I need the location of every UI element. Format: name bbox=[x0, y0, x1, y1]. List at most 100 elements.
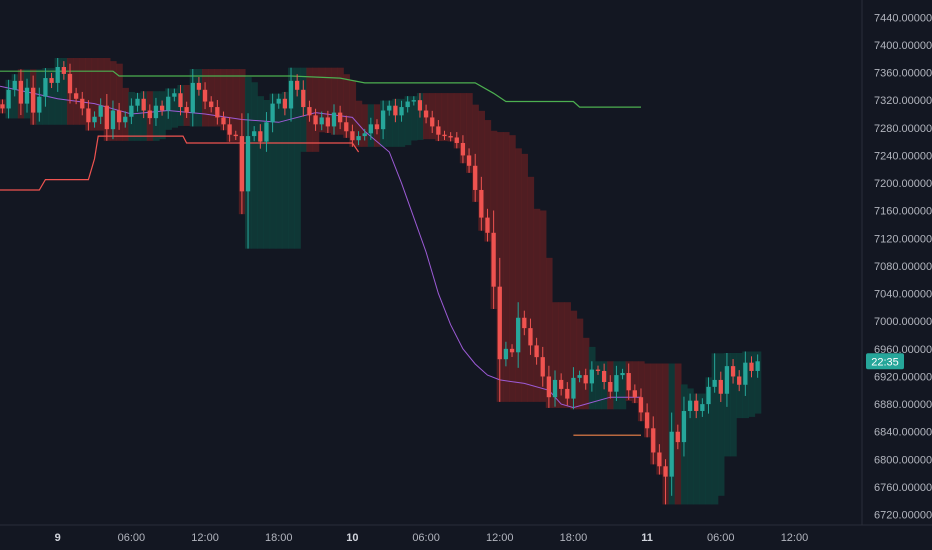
candle-body bbox=[313, 115, 318, 125]
candle-body bbox=[153, 105, 159, 119]
cloud-segment bbox=[533, 208, 541, 402]
candle-body bbox=[368, 124, 373, 134]
cloud-segment bbox=[693, 393, 700, 505]
cloud-segment bbox=[539, 210, 547, 402]
y-tick-label: 7200.000000 bbox=[874, 178, 932, 190]
cloud-segment bbox=[717, 353, 725, 496]
candle-body bbox=[92, 116, 97, 123]
cloud-segment bbox=[337, 67, 344, 135]
candle-body bbox=[681, 411, 687, 443]
candle-body bbox=[718, 379, 723, 394]
cloud-segment bbox=[447, 93, 455, 142]
price-axis[interactable]: 7440.000000 7400.000000 7360.000000 7320.00… bbox=[874, 12, 932, 521]
cloud-segment bbox=[705, 377, 713, 505]
candle-body bbox=[12, 80, 17, 90]
candle-body bbox=[460, 142, 466, 156]
cloud-segment bbox=[60, 57, 68, 125]
candle-body bbox=[577, 375, 582, 378]
cloud-segment bbox=[116, 63, 123, 141]
candle-body bbox=[166, 96, 171, 111]
candle-body bbox=[565, 388, 570, 399]
current-price-label: 22:35 bbox=[871, 356, 899, 368]
candle-body bbox=[301, 89, 306, 108]
cloud-segment bbox=[318, 67, 326, 133]
x-tick-label: 06:00 bbox=[412, 532, 440, 544]
y-tick-label: 6760.000000 bbox=[874, 482, 932, 494]
candle-body bbox=[473, 165, 478, 190]
candle-body bbox=[209, 101, 214, 108]
cloud-segment bbox=[79, 57, 86, 125]
candle-body bbox=[737, 376, 742, 385]
candle-body bbox=[233, 134, 238, 137]
candle-body bbox=[288, 80, 294, 109]
cloud-segment bbox=[343, 74, 350, 138]
candle-body bbox=[245, 136, 251, 192]
y-tick-label: 6960.000000 bbox=[874, 344, 932, 356]
cloud-segment bbox=[263, 99, 271, 249]
cloud-segment bbox=[85, 57, 93, 131]
candle-body bbox=[362, 133, 367, 137]
candle-body bbox=[135, 98, 140, 106]
cloud-segment bbox=[48, 68, 56, 125]
current-price-badge bbox=[866, 353, 904, 370]
cloud-segment bbox=[97, 57, 105, 131]
cloud-segment bbox=[502, 132, 510, 402]
candle-body bbox=[534, 345, 539, 358]
candle-body bbox=[669, 431, 674, 477]
candle-body bbox=[743, 362, 748, 385]
cloud-segment bbox=[619, 361, 627, 410]
candle-body bbox=[252, 131, 257, 137]
candle-body bbox=[86, 108, 91, 123]
y-tick-label: 7240.000000 bbox=[874, 150, 932, 162]
cloud-segment bbox=[257, 96, 264, 249]
cloud-segment bbox=[226, 69, 234, 142]
candle-body bbox=[110, 110, 116, 130]
candle-body bbox=[724, 366, 730, 394]
cloud-segment bbox=[232, 69, 240, 142]
candle-body bbox=[172, 93, 177, 97]
candle-body bbox=[123, 116, 128, 123]
cloud-segment bbox=[748, 351, 756, 417]
candle-body bbox=[706, 386, 711, 405]
candle-body bbox=[559, 379, 564, 389]
candle-body bbox=[620, 373, 625, 376]
candle-body bbox=[411, 100, 416, 102]
candle-body bbox=[184, 107, 189, 113]
x-tick-label: 12:00 bbox=[191, 532, 219, 544]
candle-body bbox=[374, 124, 380, 130]
candle-body bbox=[43, 78, 48, 97]
candle-body bbox=[503, 348, 509, 360]
cloud-segment bbox=[355, 100, 363, 147]
candle-body bbox=[380, 110, 386, 130]
candle-body bbox=[749, 362, 754, 371]
candle-body bbox=[190, 82, 195, 113]
cloud-segment bbox=[294, 67, 301, 249]
cloud-segment bbox=[576, 318, 584, 410]
candle-body bbox=[730, 366, 736, 377]
x-tick-label: 18:00 bbox=[560, 532, 588, 544]
cloud-segment bbox=[729, 352, 737, 457]
candle-body bbox=[755, 361, 760, 371]
candle-body bbox=[141, 98, 146, 111]
candle-body bbox=[227, 124, 232, 135]
cloud-segment bbox=[656, 363, 664, 475]
candle-body bbox=[687, 400, 693, 412]
candle-body bbox=[479, 189, 484, 218]
x-tick-label: 06:00 bbox=[118, 532, 146, 544]
candle-body bbox=[552, 379, 558, 398]
cloud-segment bbox=[441, 93, 449, 142]
cloud-segment bbox=[570, 310, 578, 410]
candle-body bbox=[663, 466, 668, 477]
upper-channel-line bbox=[0, 70, 641, 108]
x-tick-label: 9 bbox=[55, 532, 61, 544]
time-axis[interactable]: 9 06:00 12:00 18:00 10 06:00 12:00 18:00 11 06:00… bbox=[55, 532, 809, 544]
candle-body bbox=[423, 110, 429, 118]
cloud-segment bbox=[527, 176, 535, 402]
candle-body bbox=[638, 397, 644, 413]
y-tick-label: 7080.000000 bbox=[874, 261, 932, 273]
y-tick-label: 7440.000000 bbox=[874, 12, 932, 24]
cloud-segment bbox=[410, 96, 418, 141]
cloud-segment bbox=[594, 361, 602, 410]
candle-body bbox=[270, 103, 275, 123]
